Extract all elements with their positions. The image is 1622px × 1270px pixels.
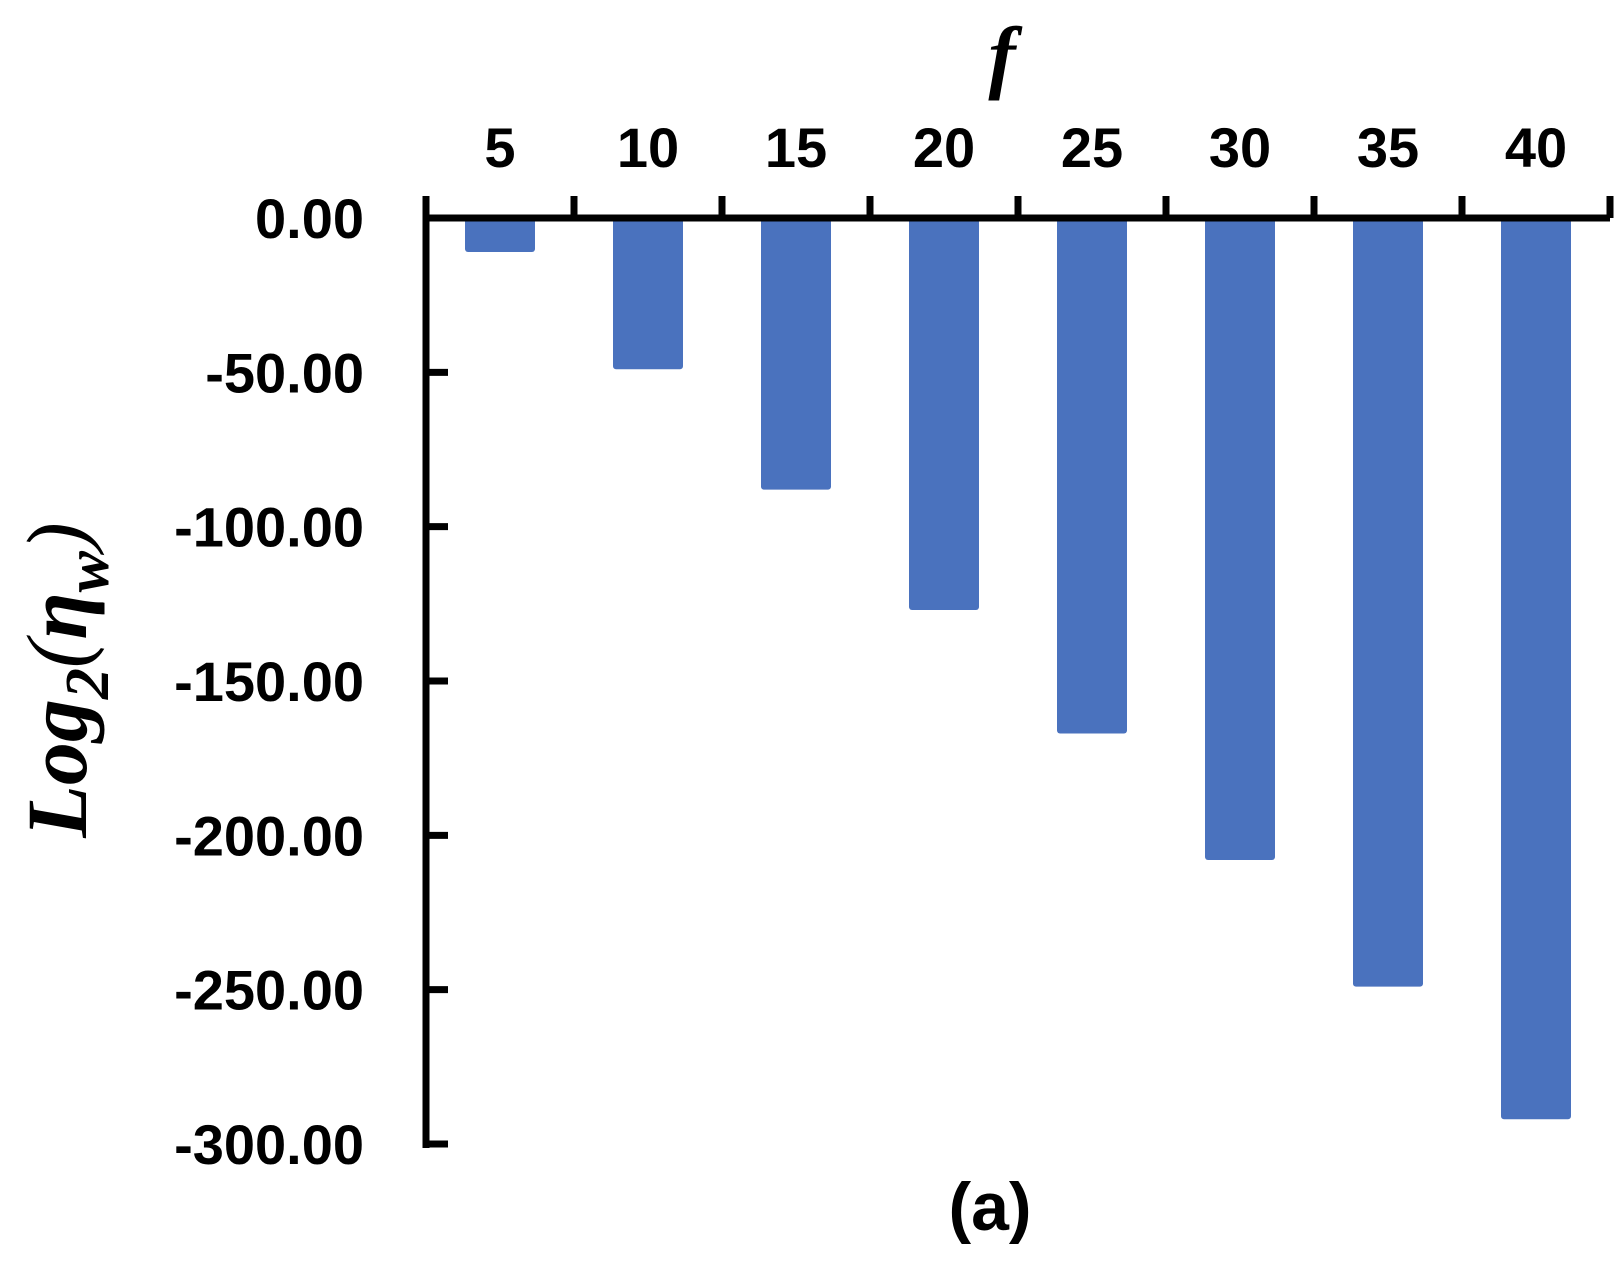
y-axis-title-close-paren: ) bbox=[9, 522, 105, 556]
y-tick-label: -150.00 bbox=[174, 650, 364, 713]
x-tick-label-25: 25 bbox=[1061, 116, 1123, 179]
bar-5 bbox=[465, 218, 535, 252]
y-axis: 0.00 -50.00 -100.00 -150.00 -200.00 -250.00 -3… bbox=[174, 187, 448, 1176]
x-tick-label-10: 10 bbox=[617, 116, 679, 179]
bar-35 bbox=[1353, 218, 1423, 987]
y-tick-label: -200.00 bbox=[174, 804, 364, 867]
x-tick-label-35: 35 bbox=[1357, 116, 1419, 179]
y-axis-title-eta-subscript: w bbox=[54, 550, 122, 592]
x-tick-label-40: 40 bbox=[1505, 116, 1567, 179]
y-axis-title: Log2(ηw) bbox=[9, 522, 122, 838]
bar-10 bbox=[613, 218, 683, 370]
x-axis: 5 10 15 20 25 30 35 40 bbox=[423, 116, 1614, 222]
x-tick-label-5: 5 bbox=[484, 116, 515, 179]
y-axis-title-subscript: 2 bbox=[54, 668, 122, 700]
y-axis-title-open-paren: ( bbox=[9, 634, 105, 668]
y-axis-title-eta: η bbox=[9, 592, 105, 639]
x-tick-label-30: 30 bbox=[1209, 116, 1271, 179]
y-tick-label: 0.00 bbox=[255, 187, 364, 250]
bar-30 bbox=[1205, 218, 1275, 861]
bar-25 bbox=[1057, 218, 1127, 734]
y-tick-label: -100.00 bbox=[174, 496, 364, 559]
y-tick-label: -50.00 bbox=[205, 341, 364, 404]
figure-caption: (a) bbox=[948, 1169, 1031, 1245]
y-tick-label: -300.00 bbox=[174, 1113, 364, 1176]
x-tick-label-15: 15 bbox=[765, 116, 827, 179]
y-axis-title-base: Log bbox=[9, 699, 105, 839]
x-tick-label-20: 20 bbox=[913, 116, 975, 179]
bar-40 bbox=[1501, 218, 1571, 1120]
bars-group bbox=[465, 218, 1571, 1120]
bar-20 bbox=[909, 218, 979, 611]
bar-15 bbox=[761, 218, 831, 490]
x-axis-title: f bbox=[988, 10, 1023, 101]
y-tick-label: -250.00 bbox=[174, 959, 364, 1022]
